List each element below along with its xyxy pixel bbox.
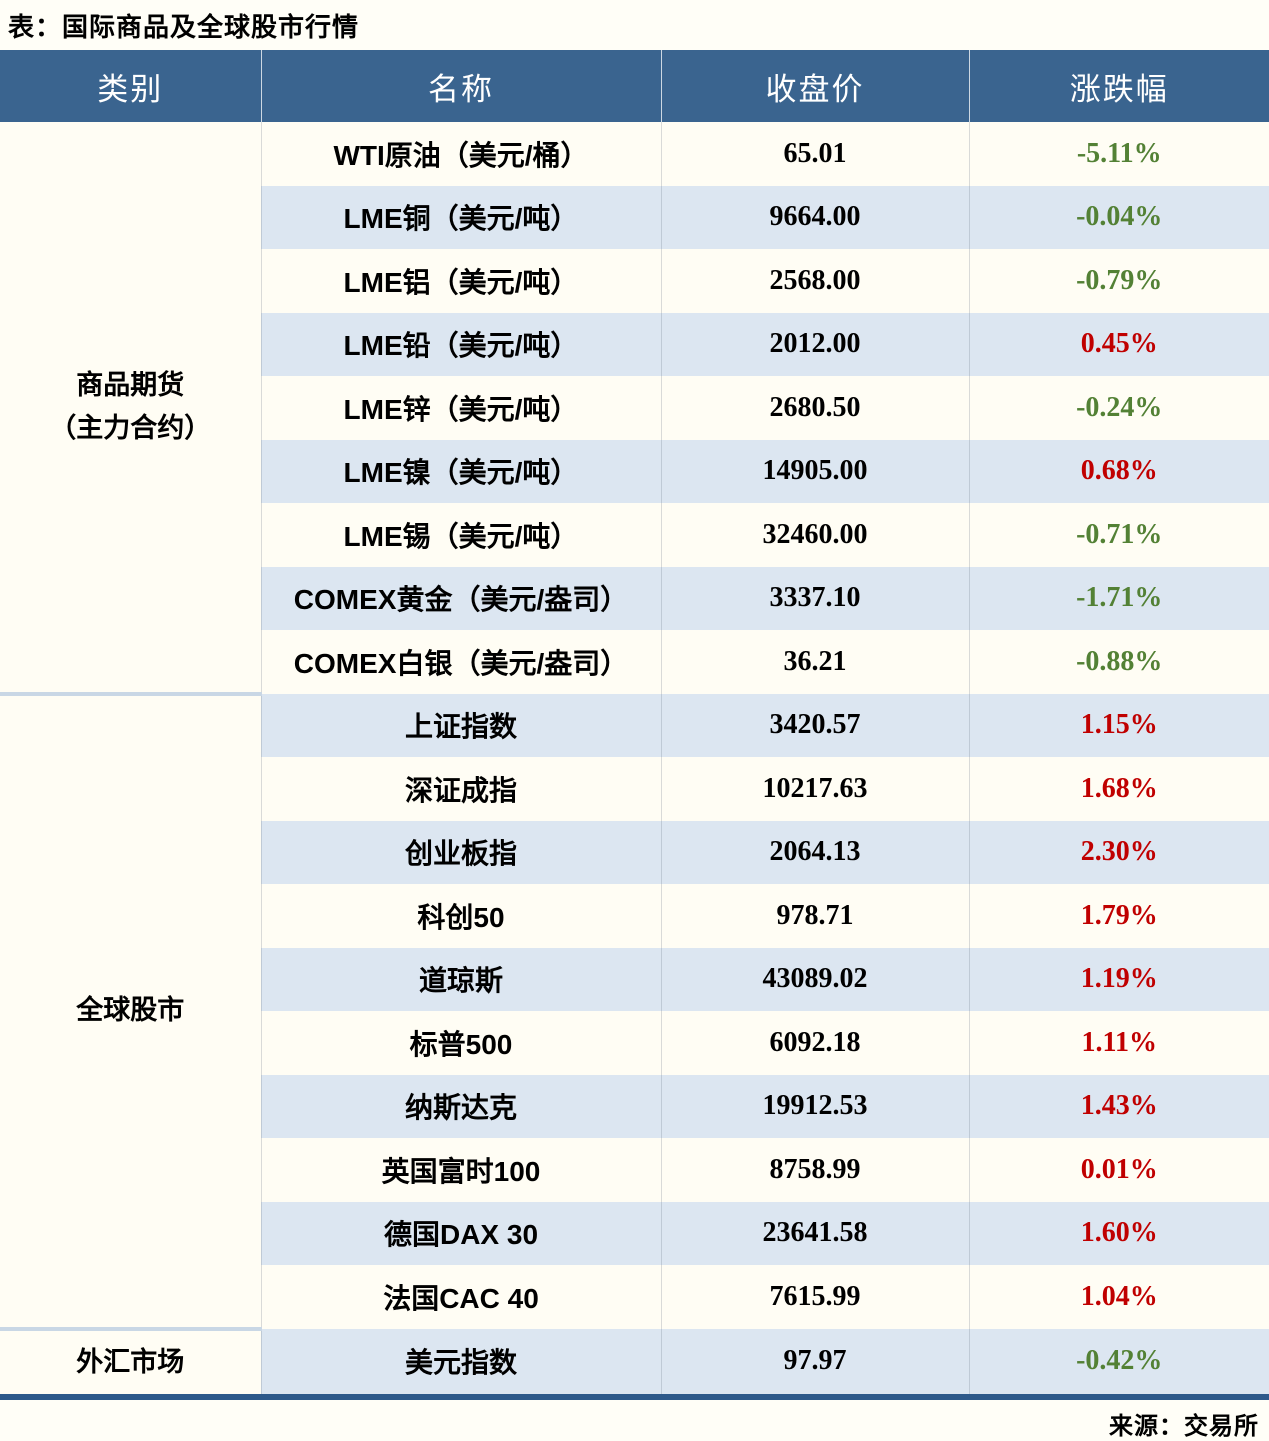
- instrument-name: LME锡（美元/吨）: [260, 503, 661, 567]
- instrument-name: COMEX黄金（美元/盎司）: [260, 566, 661, 630]
- table-row: 纳斯达克 19912.53 1.43%: [0, 1074, 1269, 1138]
- close-price: 43089.02: [660, 947, 969, 1011]
- change-percent: -0.04%: [968, 185, 1269, 249]
- change-percent: -0.24%: [968, 376, 1269, 440]
- instrument-name: 纳斯达克: [260, 1074, 661, 1138]
- instrument-name: COMEX白银（美元/盎司）: [260, 630, 661, 694]
- table-row: 商品期货 （主力合约） WTI原油（美元/桶） 65.01 -5.11%: [0, 122, 1269, 696]
- header-category: 类别: [0, 50, 261, 122]
- change-percent: 1.68%: [968, 757, 1269, 821]
- close-price: 2064.13: [660, 820, 969, 884]
- close-price: 2680.50: [660, 376, 969, 440]
- table-row: 全球股市 上证指数 3420.57 1.15%: [0, 693, 1269, 1331]
- instrument-name: 科创50: [260, 884, 661, 948]
- change-percent: 1.79%: [968, 884, 1269, 948]
- change-percent: 1.04%: [968, 1265, 1269, 1329]
- change-percent: 2.30%: [968, 820, 1269, 884]
- change-percent: -1.71%: [968, 566, 1269, 630]
- change-percent: -5.11%: [968, 122, 1269, 186]
- close-price: 32460.00: [660, 503, 969, 567]
- instrument-name: LME锌（美元/吨）: [260, 376, 661, 440]
- close-price: 36.21: [660, 630, 969, 694]
- table-row: COMEX白银（美元/盎司） 36.21 -0.88%: [0, 630, 1269, 694]
- close-price: 2012.00: [660, 312, 969, 376]
- instrument-name: LME铅（美元/吨）: [260, 312, 661, 376]
- close-price: 978.71: [660, 884, 969, 948]
- header-close: 收盘价: [660, 50, 969, 122]
- table-row: 科创50 978.71 1.79%: [0, 884, 1269, 948]
- table-row: LME铝（美元/吨） 2568.00 -0.79%: [0, 249, 1269, 313]
- change-percent: -0.42%: [968, 1328, 1269, 1394]
- close-price: 8758.99: [660, 1138, 969, 1202]
- category-label-line: 商品期货: [76, 369, 185, 400]
- change-percent: -0.88%: [968, 630, 1269, 694]
- instrument-name: LME镍（美元/吨）: [260, 439, 661, 503]
- instrument-name: 英国富时100: [260, 1138, 661, 1202]
- change-percent: 1.43%: [968, 1074, 1269, 1138]
- category-label-line: （主力合约）: [49, 412, 212, 443]
- source-note: 来源：交易所: [1109, 1413, 1259, 1440]
- header-row: 类别 名称 收盘价 涨跌幅: [0, 50, 1269, 122]
- change-percent: 1.19%: [968, 947, 1269, 1011]
- instrument-name: 创业板指: [260, 820, 661, 884]
- table-row: LME铅（美元/吨） 2012.00 0.45%: [0, 312, 1269, 376]
- change-percent: -0.79%: [968, 249, 1269, 313]
- close-price: 2568.00: [660, 249, 969, 313]
- change-percent: 1.11%: [968, 1011, 1269, 1075]
- category-cell: 全球股市: [0, 693, 261, 1331]
- close-price: 6092.18: [660, 1011, 969, 1075]
- table-row: COMEX黄金（美元/盎司） 3337.10 -1.71%: [0, 566, 1269, 630]
- close-price: 23641.58: [660, 1201, 969, 1265]
- table-row: LME铜（美元/吨） 9664.00 -0.04%: [0, 185, 1269, 249]
- close-price: 65.01: [660, 122, 969, 186]
- instrument-name: 上证指数: [260, 693, 661, 757]
- category-label-line: 外汇市场: [76, 1346, 185, 1377]
- change-percent: 0.68%: [968, 439, 1269, 503]
- table-row: LME锡（美元/吨） 32460.00 -0.71%: [0, 503, 1269, 567]
- instrument-name: 美元指数: [260, 1328, 661, 1394]
- instrument-name: 道琼斯: [260, 947, 661, 1011]
- table-row: 创业板指 2064.13 2.30%: [0, 820, 1269, 884]
- close-price: 7615.99: [660, 1265, 969, 1329]
- instrument-name: LME铜（美元/吨）: [260, 185, 661, 249]
- close-price: 97.97: [660, 1328, 969, 1394]
- change-percent: 0.45%: [968, 312, 1269, 376]
- market-table: 类别 名称 收盘价 涨跌幅 商品期货 （主力合约） WTI原油（美元/桶） 65.01…: [0, 50, 1269, 1394]
- table-row: LME镍（美元/吨） 14905.00 0.68%: [0, 439, 1269, 503]
- table-row: 外汇市场 美元指数 97.97 -0.42%: [0, 1328, 1269, 1394]
- table-body: 商品期货 （主力合约） WTI原油（美元/桶） 65.01 -5.11% LME铜（美元/…: [0, 122, 1269, 1394]
- category-cell: 商品期货 （主力合约）: [0, 122, 261, 696]
- close-price: 14905.00: [660, 439, 969, 503]
- instrument-name: WTI原油（美元/桶）: [260, 122, 661, 186]
- category-cell: 外汇市场: [0, 1328, 261, 1394]
- header-change: 涨跌幅: [968, 50, 1269, 122]
- instrument-name: 深证成指: [260, 757, 661, 821]
- table-row: 标普500 6092.18 1.11%: [0, 1011, 1269, 1075]
- close-price: 3337.10: [660, 566, 969, 630]
- table-row: 法国CAC 40 7615.99 1.04%: [0, 1265, 1269, 1329]
- instrument-name: LME铝（美元/吨）: [260, 249, 661, 313]
- instrument-name: 法国CAC 40: [260, 1265, 661, 1329]
- instrument-name: 标普500: [260, 1011, 661, 1075]
- change-percent: 1.60%: [968, 1201, 1269, 1265]
- change-percent: 0.01%: [968, 1138, 1269, 1202]
- table-row: 德国DAX 30 23641.58 1.60%: [0, 1201, 1269, 1265]
- page-title: 表：国际商品及全球股市行情: [8, 12, 360, 42]
- change-percent: -0.71%: [968, 503, 1269, 567]
- table-row: 英国富时100 8758.99 0.01%: [0, 1138, 1269, 1202]
- close-price: 3420.57: [660, 693, 969, 757]
- change-percent: 1.15%: [968, 693, 1269, 757]
- close-price: 10217.63: [660, 757, 969, 821]
- table-row: LME锌（美元/吨） 2680.50 -0.24%: [0, 376, 1269, 440]
- instrument-name: 德国DAX 30: [260, 1201, 661, 1265]
- category-label-line: 全球股市: [76, 995, 185, 1026]
- header-name: 名称: [260, 50, 661, 122]
- table-row: 道琼斯 43089.02 1.19%: [0, 947, 1269, 1011]
- close-price: 9664.00: [660, 185, 969, 249]
- close-price: 19912.53: [660, 1074, 969, 1138]
- table-row: 深证成指 10217.63 1.68%: [0, 757, 1269, 821]
